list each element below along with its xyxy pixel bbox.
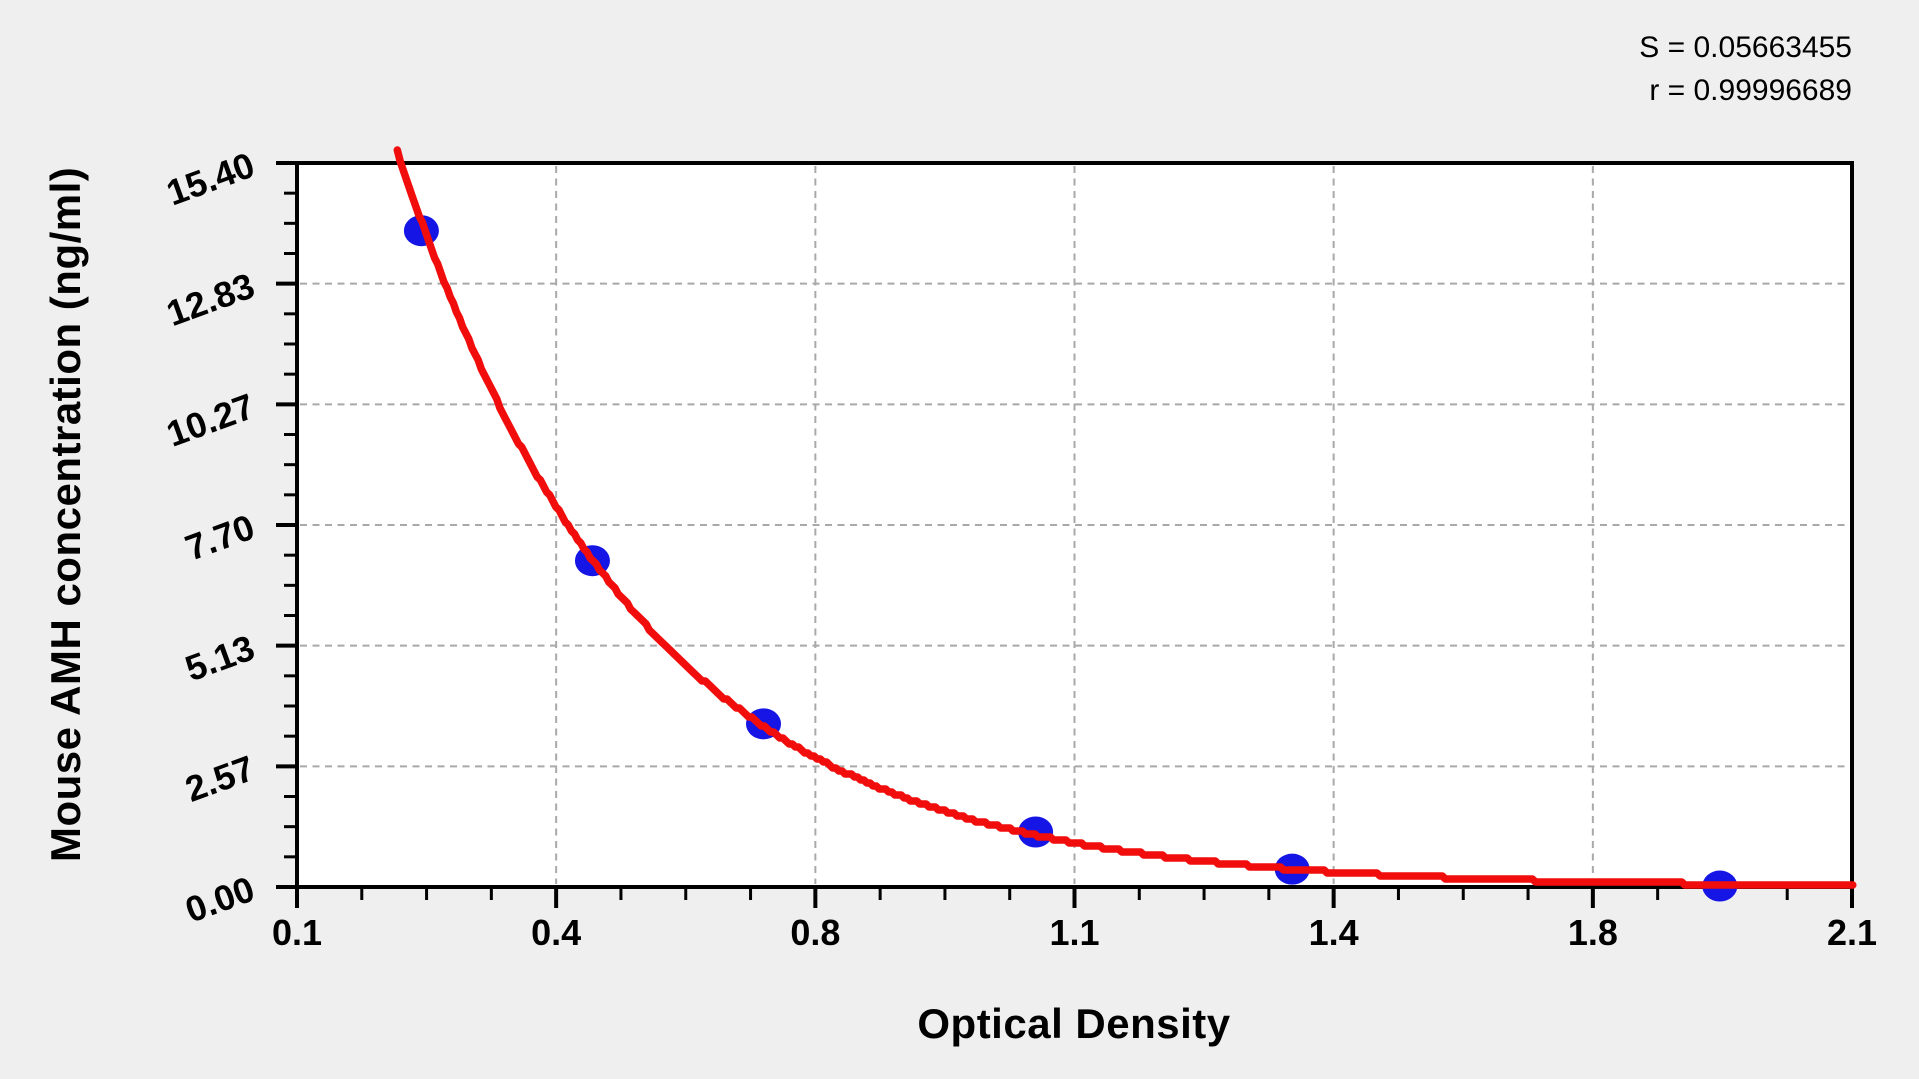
- y-tick-label: 5.13: [180, 627, 260, 689]
- x-tick-label: 0.4: [531, 912, 581, 953]
- x-tick-label: 1.4: [1309, 912, 1359, 953]
- y-tick-label: 12.83: [161, 265, 260, 334]
- x-tick-label: 0.1: [272, 912, 322, 953]
- stat-s-value: S = 0.05663455: [1639, 31, 1852, 64]
- y-tick-label: 7.70: [180, 506, 260, 568]
- x-tick-label: 2.1: [1827, 912, 1877, 953]
- x-tick-label: 0.8: [790, 912, 840, 953]
- y-axis-title: Mouse AMH concentration (ng/ml): [42, 166, 89, 862]
- x-tick-label: 1.8: [1568, 912, 1618, 953]
- fit-statistics: S = 0.05663455 r = 0.99996689: [1639, 26, 1852, 112]
- fitted-curve: [393, 146, 1857, 889]
- stat-r-value: r = 0.99996689: [1649, 74, 1852, 107]
- x-axis-title: Optical Density: [917, 1000, 1231, 1047]
- y-tick-label: 2.57: [180, 747, 260, 809]
- y-tick-label: 10.27: [161, 385, 260, 454]
- y-tick-label: 0.00: [180, 868, 260, 930]
- x-tick-label: 1.1: [1049, 912, 1099, 953]
- plot-frame: [295, 161, 1854, 889]
- y-tick-label: 15.40: [161, 144, 260, 213]
